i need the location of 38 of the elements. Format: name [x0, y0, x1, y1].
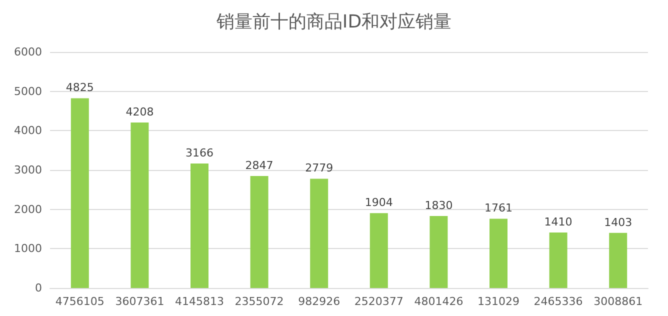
data-label: 1904	[364, 196, 393, 210]
bar	[250, 176, 268, 288]
bar	[130, 122, 149, 288]
y-tick-label: 0	[35, 282, 42, 294]
bar	[370, 213, 388, 288]
bar	[190, 163, 208, 288]
x-tick-label: 131029	[478, 295, 520, 308]
y-tick-label: 4000	[14, 124, 42, 138]
data-label: 1403	[604, 216, 632, 229]
x-tick-label: 4801426	[414, 295, 464, 308]
chart-title: 销量前十的商品ID和对应销量	[215, 12, 452, 32]
data-label: 4208	[126, 105, 154, 118]
x-tick-label: 3607361	[115, 295, 164, 308]
bar	[310, 178, 328, 288]
x-tick-label: 4145813	[175, 295, 224, 308]
x-tick-label: 2355072	[234, 295, 284, 308]
x-tick-label: 982926	[298, 295, 340, 308]
x-tick-label: 2465336	[534, 295, 583, 308]
data-label: 2779	[305, 162, 334, 175]
data-label: 3166	[186, 146, 214, 160]
y-tick-label: 6000	[14, 46, 42, 58]
bar	[549, 232, 568, 288]
data-label: 1830	[424, 199, 453, 212]
bar	[609, 232, 628, 288]
y-tick-label: 3000	[14, 164, 42, 176]
x-tick-label: 3008861	[594, 295, 643, 308]
data-label: 1761	[484, 202, 512, 215]
bar	[490, 218, 508, 288]
data-label: 1410	[544, 216, 572, 229]
data-label: 4825	[66, 81, 94, 94]
x-tick-label: 4756105	[55, 295, 104, 308]
y-tick-label: 5000	[14, 84, 42, 98]
bar	[430, 216, 448, 288]
bar	[70, 98, 89, 288]
y-tick-label: 2000	[14, 202, 42, 216]
y-tick-label: 1000	[14, 242, 42, 256]
x-tick-label: 2520377	[354, 295, 404, 308]
data-label: 2847	[245, 159, 274, 172]
